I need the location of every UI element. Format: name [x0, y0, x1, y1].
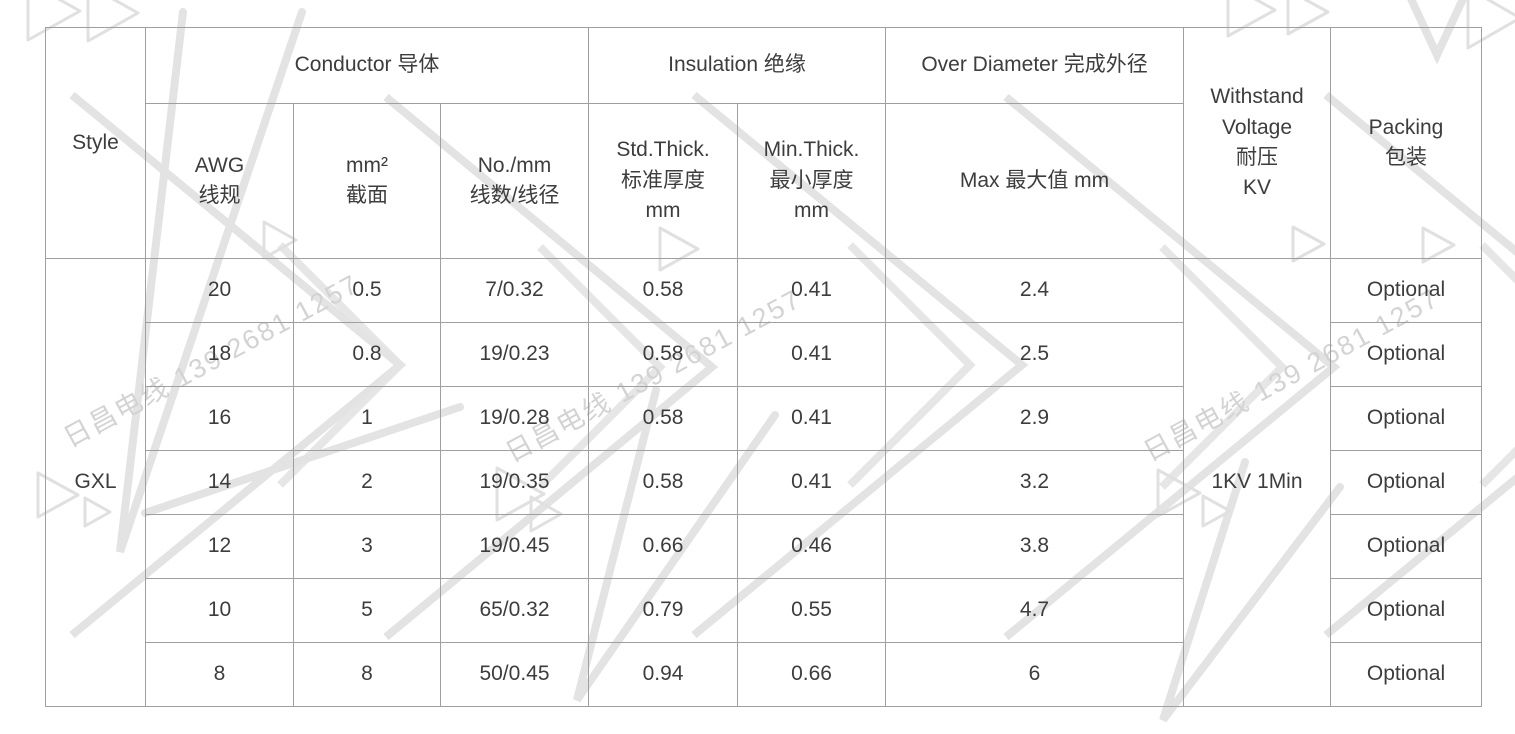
- cell-mm2: 0.5: [293, 258, 441, 323]
- cell-min-thick: 0.41: [736, 386, 887, 451]
- header-sub-row: AWG 线规 mm² 截面 No./mm 线数/线径 Std.Thick. 标准…: [46, 103, 1482, 259]
- header-awg: AWG 线规: [145, 103, 294, 259]
- cell-awg: 8: [145, 642, 294, 707]
- cell-awg: 16: [145, 386, 294, 451]
- cell-max-diameter: 4.7: [885, 578, 1185, 643]
- header-packing: Packing 包装: [1330, 27, 1483, 259]
- cell-style-value: GXL: [45, 258, 146, 707]
- header-withstand-voltage: Withstand Voltage 耐压 KV: [1183, 27, 1332, 259]
- cell-std-thick: 0.58: [588, 386, 738, 451]
- cell-max-diameter: 2.5: [885, 322, 1185, 387]
- cell-mm2: 2: [293, 450, 441, 515]
- cell-strands: 19/0.28: [440, 386, 589, 451]
- cell-std-thick: 0.58: [588, 450, 738, 515]
- cell-packing: Optional: [1330, 386, 1483, 451]
- cell-std-thick: 0.58: [588, 322, 738, 387]
- cell-max-diameter: 2.4: [885, 258, 1185, 323]
- cell-awg: 12: [145, 514, 294, 579]
- table-row: 14 2 19/0.35 0.58 0.41 3.2 Optional: [46, 450, 1483, 515]
- cell-strands: 19/0.35: [440, 450, 589, 515]
- cell-min-thick: 0.55: [736, 578, 887, 643]
- header-strands: No./mm 线数/线径: [440, 103, 589, 259]
- cell-max-diameter: 6: [885, 642, 1185, 707]
- cell-strands: 65/0.32: [440, 578, 589, 643]
- cell-packing: Optional: [1330, 450, 1483, 515]
- header-min-thick: Min.Thick. 最小厚度 mm: [736, 103, 887, 259]
- cell-packing: Optional: [1330, 578, 1483, 643]
- cell-strands: 7/0.32: [440, 258, 589, 323]
- cell-packing: Optional: [1330, 258, 1483, 323]
- cell-mm2: 1: [293, 386, 441, 451]
- spec-table: Style Conductor 导体 Insulation 绝缘 Over Di…: [45, 27, 1483, 707]
- table-row: 10 5 65/0.32 0.79 0.55 4.7 Optional: [46, 578, 1483, 643]
- cell-awg: 14: [145, 450, 294, 515]
- cell-awg: 18: [145, 322, 294, 387]
- cell-min-thick: 0.66: [736, 642, 887, 707]
- header-group-row: Style Conductor 导体 Insulation 绝缘 Over Di…: [45, 27, 1483, 259]
- cell-std-thick: 0.58: [588, 258, 738, 323]
- cell-max-diameter: 3.2: [885, 450, 1185, 515]
- cell-max-diameter: 3.8: [885, 514, 1185, 579]
- cell-strands: 19/0.45: [440, 514, 589, 579]
- cell-mm2: 0.8: [293, 322, 441, 387]
- cell-std-thick: 0.94: [588, 642, 738, 707]
- cell-strands: 50/0.45: [440, 642, 589, 707]
- cell-std-thick: 0.79: [588, 578, 738, 643]
- cell-strands: 19/0.23: [440, 322, 589, 387]
- cell-packing: Optional: [1330, 642, 1483, 707]
- table-row: 8 8 50/0.45 0.94 0.66 6 Optional: [46, 642, 1483, 707]
- header-std-thick: Std.Thick. 标准厚度 mm: [588, 103, 738, 259]
- cell-mm2: 8: [293, 642, 441, 707]
- cell-min-thick: 0.46: [736, 514, 887, 579]
- cell-max-diameter: 2.9: [885, 386, 1185, 451]
- header-style: Style: [45, 27, 146, 259]
- header-max-diameter: Max 最大值 mm: [885, 103, 1185, 259]
- cell-withstand-value: 1KV 1Min: [1183, 258, 1332, 707]
- table-row: 18 0.8 19/0.23 0.58 0.41 2.5 Optional: [46, 322, 1483, 387]
- header-insulation-group: Insulation 绝缘: [587, 27, 887, 104]
- table-row: GXL 20 0.5 7/0.32 0.58 0.41 2.4 1KV 1Min…: [45, 258, 1483, 707]
- table-row: 16 1 19/0.28 0.58 0.41 2.9 Optional: [46, 386, 1483, 451]
- cell-min-thick: 0.41: [736, 322, 887, 387]
- cell-awg: 20: [145, 258, 294, 323]
- cell-std-thick: 0.66: [588, 514, 738, 579]
- table-row: 12 3 19/0.45 0.66 0.46 3.8 Optional: [46, 514, 1483, 579]
- cell-packing: Optional: [1330, 322, 1483, 387]
- cell-mm2: 3: [293, 514, 441, 579]
- cell-min-thick: 0.41: [736, 450, 887, 515]
- header-over-diameter-group: Over Diameter 完成外径: [885, 27, 1185, 104]
- cell-awg: 10: [145, 578, 294, 643]
- cell-packing: Optional: [1330, 514, 1483, 579]
- header-conductor-group: Conductor 导体: [145, 27, 589, 104]
- header-mm2: mm² 截面: [293, 103, 441, 259]
- cell-min-thick: 0.41: [736, 258, 887, 323]
- cell-mm2: 5: [293, 578, 441, 643]
